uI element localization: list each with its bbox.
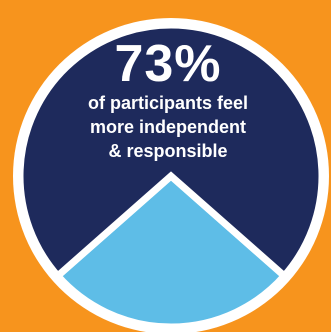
pie-slice-2 xyxy=(52,171,290,331)
pie-label: 73% of participants feel more independen… xyxy=(40,38,296,162)
caption-line-2: more independent xyxy=(89,117,246,137)
pie-slice-1 xyxy=(16,21,326,281)
caption-line-1: of participants feel xyxy=(87,93,249,113)
caption-line-3: & responsible xyxy=(108,141,228,161)
percentage-value: 73% xyxy=(114,35,222,93)
